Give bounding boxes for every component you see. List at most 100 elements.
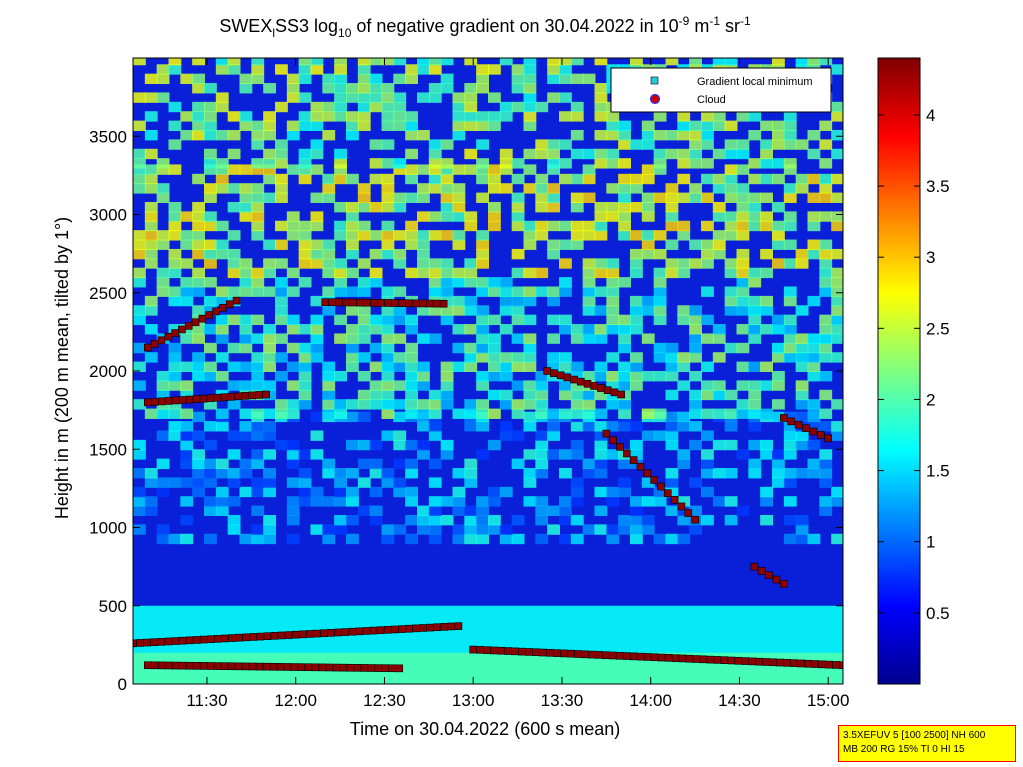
heatmap-cell (133, 164, 146, 175)
heatmap-cell (630, 295, 643, 307)
heatmap-cell (381, 468, 395, 479)
gradient-minimum-marker (143, 398, 152, 407)
heatmap-cell (133, 468, 146, 479)
heatmap-cell (180, 286, 194, 297)
heatmap-cell (570, 173, 584, 185)
heatmap-cell (606, 449, 620, 460)
heatmap-cell (559, 258, 572, 269)
heatmap-cell (204, 421, 217, 432)
heatmap-cell (594, 361, 608, 372)
heatmap-cell (559, 111, 572, 122)
gradient-minimum-marker (219, 303, 227, 312)
heatmap-cell (417, 267, 430, 279)
heatmap-cell (701, 486, 714, 498)
heatmap-cell (819, 468, 833, 479)
heatmap-cell (464, 83, 478, 94)
heatmap-cell (677, 361, 691, 372)
heatmap-cell (452, 92, 466, 103)
heatmap-cell (133, 380, 146, 391)
heatmap-cell (133, 486, 146, 498)
heatmap-cell (819, 158, 833, 169)
heatmap-cell (476, 352, 489, 363)
heatmap-cell (275, 371, 288, 382)
heatmap-cell (772, 58, 785, 66)
legend-box (610, 67, 832, 113)
heatmap-cell (736, 505, 750, 516)
heatmap-cell (736, 258, 750, 269)
heatmap-cell (369, 439, 383, 451)
x-tick-label: 12:00 (274, 691, 317, 710)
heatmap-cell (417, 230, 430, 241)
heatmap-cell (428, 148, 442, 160)
heatmap-cell (594, 258, 608, 269)
heatmap-cell (346, 129, 359, 141)
heatmap-cell (831, 352, 843, 363)
gradient-minimum-marker (290, 663, 299, 671)
heatmap-cell (618, 211, 631, 222)
heatmap-cell (712, 496, 726, 507)
heatmap-cell (689, 314, 702, 326)
heatmap-cell (641, 201, 655, 213)
heatmap-cell (523, 477, 537, 488)
heatmap-cell (192, 352, 205, 363)
heatmap-cell (239, 361, 253, 372)
heatmap-cell (334, 524, 347, 535)
heatmap-cell (204, 477, 217, 488)
heatmap-cell (618, 120, 631, 131)
heatmap-cell (724, 192, 738, 203)
heatmap-cell (736, 201, 750, 213)
heatmap-cell (594, 211, 608, 222)
heatmap-cell (736, 267, 750, 279)
x-tick-label: 12:30 (363, 691, 406, 710)
gradient-minimum-marker (419, 624, 427, 632)
gradient-minimum-marker (184, 322, 193, 330)
heatmap-cell (748, 211, 762, 222)
heatmap-cell (689, 305, 702, 316)
heatmap-cell (405, 514, 418, 526)
heatmap-cell (393, 164, 407, 175)
heatmap-cell (156, 286, 170, 297)
heatmap-cell (192, 430, 205, 441)
heatmap-cell (168, 248, 182, 260)
gradient-minimum-marker (370, 298, 378, 307)
heatmap-cell (405, 192, 418, 203)
heatmap-cell (156, 477, 170, 488)
heatmap-cell (772, 371, 785, 382)
heatmap-cell (192, 129, 205, 141)
heatmap-cell (180, 533, 194, 545)
heatmap-cell (168, 421, 182, 432)
heatmap-cell (748, 158, 762, 169)
heatmap-cell (499, 352, 513, 363)
heatmap-cell (570, 514, 584, 526)
heatmap-cell (535, 192, 549, 203)
heatmap-cell (511, 173, 525, 185)
heatmap-cell (310, 314, 324, 326)
heatmap-cell (428, 64, 442, 75)
heatmap-cell (523, 101, 537, 113)
heatmap-cell (263, 324, 276, 335)
heatmap-cell (251, 120, 265, 131)
heatmap-cell (251, 183, 265, 194)
gradient-minimum-marker (234, 392, 243, 401)
heatmap-cell (440, 139, 454, 150)
heatmap-cell (464, 421, 478, 432)
heatmap-cell (701, 333, 714, 344)
heatmap-cell (689, 148, 702, 160)
heatmap-cell (144, 129, 158, 141)
heatmap-cell (417, 92, 430, 103)
heatmap-cell (712, 248, 726, 260)
heatmap-cell (298, 73, 312, 85)
heatmap-cell (369, 83, 383, 94)
heatmap-cell (263, 361, 276, 372)
gradient-minimum-marker (248, 662, 257, 671)
heatmap-cell (736, 449, 750, 460)
heatmap-cell (357, 399, 371, 410)
heatmap-cell (641, 248, 655, 260)
heatmap-cell (263, 408, 276, 419)
gradient-minimum-marker (199, 635, 208, 644)
heatmap-cell (180, 277, 194, 288)
heatmap-cell (630, 324, 643, 335)
heatmap-cell (772, 173, 785, 185)
heatmap-cell (322, 533, 336, 545)
heatmap-cell (488, 183, 501, 194)
